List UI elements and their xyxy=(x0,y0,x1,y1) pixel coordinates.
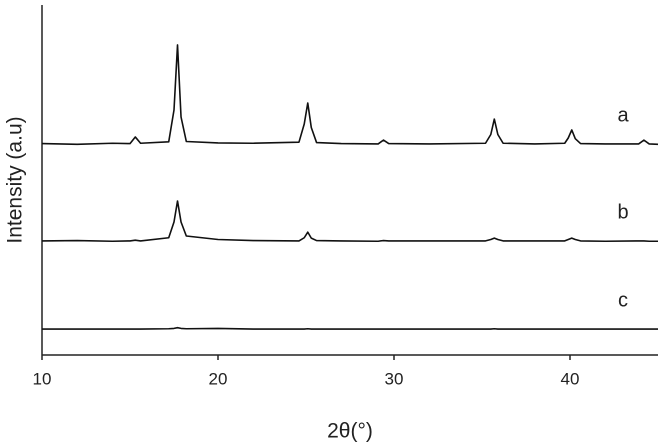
line-series xyxy=(41,200,658,243)
x-tick-label: 40 xyxy=(561,369,580,388)
y-axis-label: Intensity (a.u) xyxy=(4,116,27,243)
x-axis-label: 2θ(°) xyxy=(327,420,373,443)
x-tick-label: 30 xyxy=(385,369,404,388)
line-series xyxy=(41,44,659,146)
x-tick-label: 10 xyxy=(33,369,52,388)
series-label: c xyxy=(618,289,628,311)
series-label: a xyxy=(617,105,629,127)
line-series xyxy=(42,326,658,330)
series-label: b xyxy=(617,202,628,224)
x-tick-label: 20 xyxy=(209,369,228,388)
